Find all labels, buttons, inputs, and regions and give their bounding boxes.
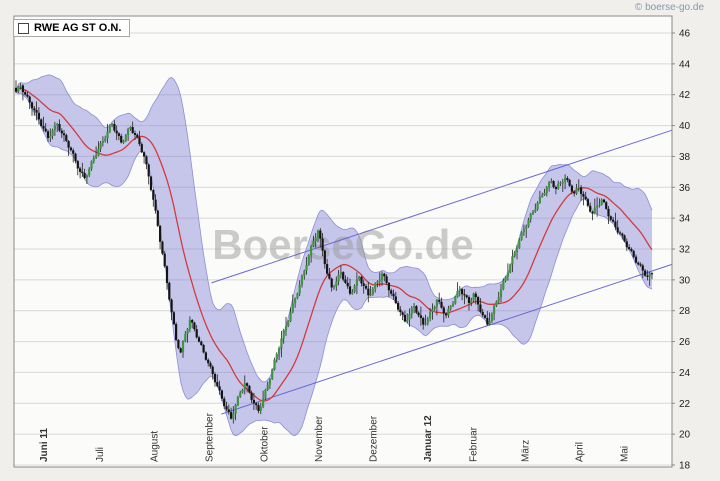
x-axis-labels: Juni 11 Juli August September Oktober Novembe… bbox=[39, 412, 630, 462]
svg-text:November: November bbox=[314, 415, 325, 462]
bollinger-band bbox=[16, 74, 652, 436]
svg-text:18: 18 bbox=[679, 461, 691, 472]
svg-text:Oktober: Oktober bbox=[259, 426, 270, 462]
series-checkbox-icon[interactable] bbox=[18, 22, 29, 34]
svg-text:Februar: Februar bbox=[469, 426, 480, 462]
svg-text:46: 46 bbox=[679, 29, 691, 40]
svg-text:24: 24 bbox=[679, 368, 691, 379]
series-label: RWE AG ST O.N. bbox=[34, 22, 122, 34]
svg-text:40: 40 bbox=[679, 121, 691, 132]
svg-text:26: 26 bbox=[679, 337, 691, 348]
svg-text:42: 42 bbox=[679, 90, 691, 101]
svg-text:28: 28 bbox=[679, 306, 691, 317]
grid-lines bbox=[14, 32, 672, 466]
band-lower-edge bbox=[15, 91, 653, 437]
svg-text:38: 38 bbox=[679, 152, 691, 163]
svg-text:April: April bbox=[575, 442, 586, 462]
svg-text:Mai: Mai bbox=[619, 446, 630, 462]
moving-average bbox=[15, 87, 653, 402]
svg-text:Dezember: Dezember bbox=[369, 415, 380, 462]
svg-text:22: 22 bbox=[679, 399, 691, 410]
series-legend[interactable]: RWE AG ST O.N. bbox=[13, 19, 131, 37]
trend-lines bbox=[211, 129, 673, 415]
svg-text:Juli: Juli bbox=[95, 447, 106, 462]
svg-text:32: 32 bbox=[679, 245, 691, 256]
band-upper-edge bbox=[15, 74, 653, 383]
svg-text:44: 44 bbox=[679, 59, 691, 70]
y-axis-labels: 46 44 42 40 38 36 34 32 30 28 26 24 22 20 18 bbox=[672, 29, 691, 472]
svg-text:September: September bbox=[205, 412, 216, 462]
svg-text:März: März bbox=[521, 440, 532, 462]
svg-text:Juni 11: Juni 11 bbox=[39, 428, 50, 462]
plot-frame bbox=[13, 15, 673, 468]
candlesticks bbox=[14, 80, 654, 424]
svg-text:36: 36 bbox=[679, 183, 691, 194]
svg-text:Januar 12: Januar 12 bbox=[423, 415, 434, 462]
svg-text:30: 30 bbox=[679, 275, 691, 286]
svg-text:34: 34 bbox=[679, 214, 691, 225]
svg-text:20: 20 bbox=[679, 430, 691, 441]
copyright-label: © boerse-go.de bbox=[634, 2, 704, 13]
watermark: BoerseGo.de bbox=[212, 221, 473, 268]
svg-text:August: August bbox=[149, 431, 160, 462]
